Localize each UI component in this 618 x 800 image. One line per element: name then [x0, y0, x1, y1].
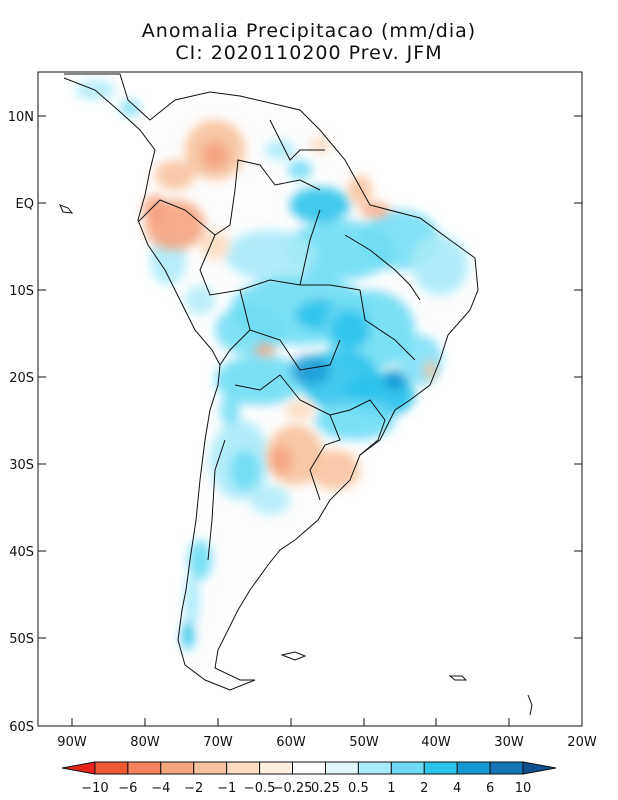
colorbar-label: 0.25 [311, 781, 340, 796]
colorbar-swatch [357, 761, 392, 775]
colorbar-swatch [390, 761, 425, 775]
colorbar-label: −1 [217, 781, 236, 796]
colorbar-label: −2 [184, 781, 203, 796]
lon-tick-label: 80W [130, 735, 160, 750]
colorbar-swatch [127, 761, 162, 775]
lon-tick-label: 50W [349, 735, 379, 750]
colorbar-label: 6 [486, 781, 494, 796]
colorbar-swatch [61, 761, 96, 775]
colorbar-swatch [193, 761, 228, 775]
lat-tick-label: 40S [9, 545, 34, 560]
lat-tick-label: 20S [9, 371, 34, 386]
lat-tick-label: 30S [9, 458, 34, 473]
colorbar-label: −6 [118, 781, 137, 796]
plot-frame [37, 71, 583, 727]
positive-anomaly-fields [75, 80, 468, 650]
map-title: Anomalia Precipitacao (mm/dia) [141, 20, 477, 42]
lon-tick-label: 20W [567, 735, 597, 750]
colorbar-swatch [522, 761, 557, 775]
borders [63, 73, 479, 691]
colorbar-label: 10 [515, 781, 532, 796]
islands [59, 204, 533, 716]
colorbar-label: −0.25 [273, 781, 313, 796]
map-area [59, 73, 533, 716]
colorbar-swatch [94, 761, 129, 775]
colorbar-swatch [259, 761, 294, 775]
colorbar-label: −4 [151, 781, 170, 796]
lat-tick-label: 60S [9, 720, 34, 735]
colorbar-swatch [456, 761, 491, 775]
colorbar: −10 −6 −4 −2 −1 −0.5−0.250.25 0.5 1 2 4 6 10 [61, 761, 557, 796]
longitude-axis: 90W 80W 70W 60W 50W 40W 30W 20W [57, 718, 597, 750]
lon-tick-label: 70W [203, 735, 233, 750]
colorbar-swatch [423, 761, 458, 775]
colorbar-label: −10 [81, 781, 108, 796]
colorbar-label: 0.5 [348, 781, 369, 796]
lon-tick-label: 90W [57, 735, 87, 750]
lon-tick-label: 60W [276, 735, 306, 750]
map-subtitle: CI: 2020110200 Prev. JFM [175, 42, 443, 64]
colorbar-swatch [489, 761, 524, 775]
lon-tick-label: 40W [421, 735, 451, 750]
colorbar-swatch [160, 761, 195, 775]
negative-anomaly-fields [143, 120, 436, 490]
colorbar-label: 2 [420, 781, 428, 796]
lat-tick-label: 10N [8, 110, 34, 125]
colorbar-swatch [226, 761, 261, 775]
colorbar-label: 1 [387, 781, 395, 796]
colorbar-label: 4 [453, 781, 461, 796]
lon-tick-label: 30W [494, 735, 524, 750]
latitude-axis: 10N EQ 10S 20S 30S 40S 50S 60S [8, 110, 582, 735]
lat-tick-label: EQ [16, 197, 34, 212]
lat-tick-label: 10S [9, 284, 34, 299]
colorbar-label: −0.5 [244, 781, 276, 796]
colorbar-swatch [292, 761, 326, 775]
colorbar-swatch [324, 761, 359, 775]
lat-tick-label: 50S [9, 632, 34, 647]
